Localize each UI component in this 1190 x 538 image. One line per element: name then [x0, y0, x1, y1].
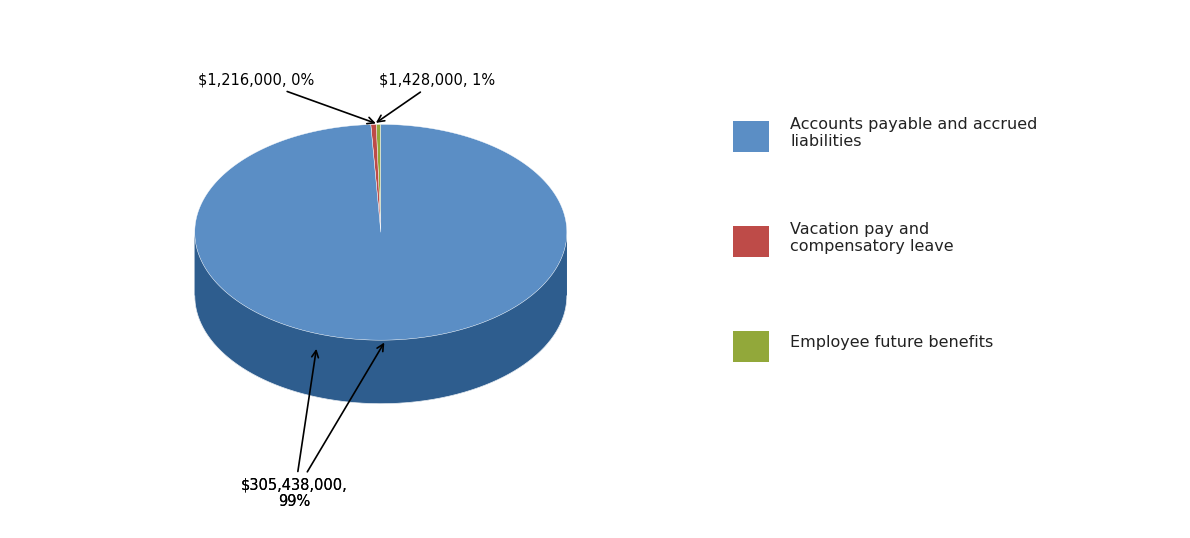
Bar: [733, 331, 769, 362]
Text: Employee future benefits: Employee future benefits: [790, 336, 994, 350]
Text: $305,438,000,
99%: $305,438,000, 99%: [242, 344, 383, 509]
Polygon shape: [195, 232, 566, 404]
Text: $1,428,000, 1%: $1,428,000, 1%: [377, 73, 495, 122]
Bar: [733, 121, 769, 152]
Text: Accounts payable and accrued
liabilities: Accounts payable and accrued liabilities: [790, 117, 1038, 150]
Text: $1,216,000, 0%: $1,216,000, 0%: [198, 73, 374, 124]
Polygon shape: [195, 233, 566, 404]
Polygon shape: [376, 124, 381, 232]
Bar: [733, 226, 769, 257]
Polygon shape: [195, 124, 566, 340]
Text: $305,438,000,
99%: $305,438,000, 99%: [242, 351, 347, 509]
Polygon shape: [371, 124, 381, 232]
Text: Vacation pay and
compensatory leave: Vacation pay and compensatory leave: [790, 222, 954, 254]
